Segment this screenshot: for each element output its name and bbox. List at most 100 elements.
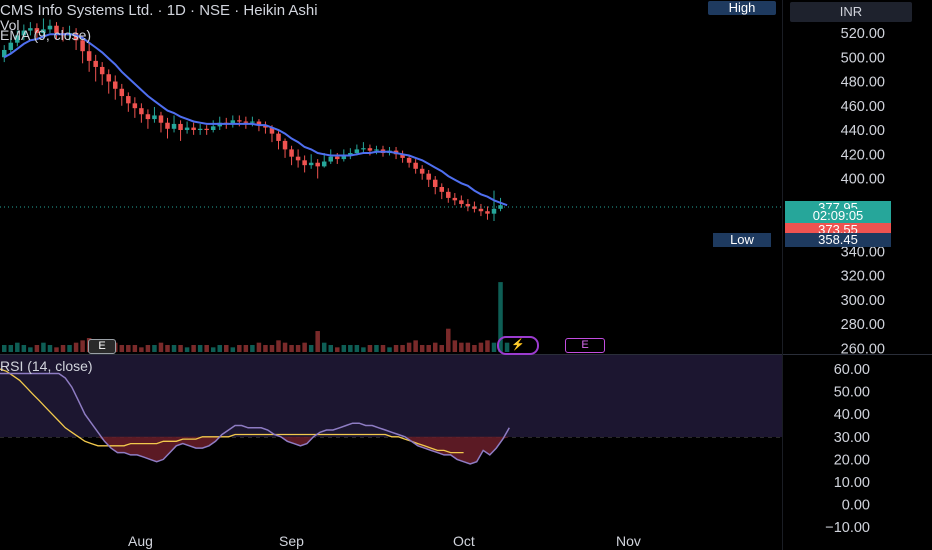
volume-bar xyxy=(185,347,190,352)
volume-bar xyxy=(224,345,229,352)
candle-body xyxy=(335,157,340,159)
price-tick-label: 480.00 xyxy=(841,75,885,91)
low-price-label: 358.45 xyxy=(785,233,891,247)
volume-bar xyxy=(35,345,40,352)
candle-body xyxy=(302,160,307,165)
candle-body xyxy=(237,120,242,121)
volume-bar xyxy=(28,347,33,352)
volume-bar xyxy=(374,345,379,352)
volume-bar xyxy=(244,345,249,352)
candle-body xyxy=(9,43,14,50)
volume-bar xyxy=(329,345,334,352)
volume-bar xyxy=(446,329,451,352)
volume-bar xyxy=(80,340,85,352)
candle-body xyxy=(322,162,327,167)
price-tick-label: 400.00 xyxy=(841,172,885,188)
volume-bar xyxy=(309,345,314,352)
price-tick-label: 280.00 xyxy=(841,317,885,333)
volume-bar xyxy=(146,345,151,352)
price-tick-label: 440.00 xyxy=(841,123,885,139)
x-tick-oct: Oct xyxy=(453,533,475,549)
candle-body xyxy=(407,158,412,163)
volume-bar xyxy=(74,343,79,352)
candle-body xyxy=(178,124,183,130)
volume-bar xyxy=(67,345,72,352)
volume-bar xyxy=(348,345,353,352)
candle-body xyxy=(440,187,445,192)
volume-bar xyxy=(41,343,46,352)
candle-body xyxy=(133,103,138,108)
volume-bar xyxy=(178,345,183,352)
volume-bar xyxy=(485,340,490,352)
price-tick-label: 300.00 xyxy=(841,293,885,309)
volume-bar xyxy=(152,345,157,352)
volume-bar xyxy=(400,345,405,352)
candle-body xyxy=(433,180,438,187)
rsi-tick-label: 40.00 xyxy=(834,407,870,423)
x-tick-aug: Aug xyxy=(128,533,153,549)
candle-body xyxy=(315,163,320,167)
candle-body xyxy=(139,108,144,114)
price-tick-label: 320.00 xyxy=(841,269,885,285)
volume-bar xyxy=(394,345,399,352)
candle-body xyxy=(276,134,281,141)
candle-body xyxy=(126,96,131,103)
volume-bar xyxy=(172,345,177,352)
volume-bar xyxy=(126,345,131,352)
candle-body xyxy=(165,123,170,129)
price-tick-label: 500.00 xyxy=(841,50,885,66)
rsi-indicator-label[interactable]: RSI (14, close) xyxy=(0,358,93,374)
volume-bar xyxy=(204,345,209,352)
volume-bar xyxy=(355,345,360,352)
chart-title: CMS Info Systems Ltd. · 1D · NSE · Heiki… xyxy=(0,2,318,19)
earnings-marker-future[interactable]: E xyxy=(565,338,605,353)
candle-body xyxy=(289,149,294,156)
volume-bar xyxy=(459,343,464,352)
candle-body xyxy=(93,61,98,67)
price-tick-label: 520.00 xyxy=(841,26,885,42)
volume-bar xyxy=(407,343,412,352)
volume-bar xyxy=(198,345,203,352)
flash-icon[interactable]: ⚡ xyxy=(497,336,539,355)
candle-body xyxy=(106,74,111,81)
rsi-tick-label: 20.00 xyxy=(834,452,870,468)
volume-bar xyxy=(22,345,27,352)
volume-bar xyxy=(433,343,438,352)
volume-bars xyxy=(2,282,509,352)
x-tick-sep: Sep xyxy=(279,533,304,549)
candle-body xyxy=(329,157,334,162)
volume-bar xyxy=(479,343,484,352)
candle-body xyxy=(120,89,125,96)
candle-body xyxy=(413,163,418,169)
volume-bar xyxy=(211,347,216,352)
volume-bar xyxy=(381,345,386,352)
volume-bar xyxy=(270,345,275,352)
candle-body xyxy=(283,141,288,149)
volume-bar xyxy=(413,340,418,352)
volume-bar xyxy=(159,343,164,352)
candle-body xyxy=(204,129,209,130)
volume-bar xyxy=(342,345,347,352)
rsi-tick-label: 30.00 xyxy=(834,430,870,446)
volume-bar xyxy=(289,345,294,352)
candle-body xyxy=(211,126,216,130)
volume-bar xyxy=(217,345,222,352)
volume-bar xyxy=(322,343,327,352)
ema-indicator-label[interactable]: EMA (9, close) xyxy=(0,27,91,43)
volume-bar xyxy=(387,347,392,352)
earnings-marker-past[interactable]: E xyxy=(88,339,116,354)
candle-body xyxy=(420,169,425,174)
volume-bar xyxy=(276,340,281,352)
candle-body xyxy=(185,128,190,130)
rsi-tick-label: 0.00 xyxy=(842,498,870,514)
volume-bar xyxy=(237,345,242,352)
candle-body xyxy=(250,122,255,123)
candle-body xyxy=(446,192,451,198)
volume-bar xyxy=(48,345,53,352)
volume-bar xyxy=(191,345,196,352)
candle-body xyxy=(146,114,151,119)
volume-bar xyxy=(231,347,236,352)
currency-button[interactable]: INR xyxy=(790,2,912,22)
volume-bar xyxy=(139,347,144,352)
